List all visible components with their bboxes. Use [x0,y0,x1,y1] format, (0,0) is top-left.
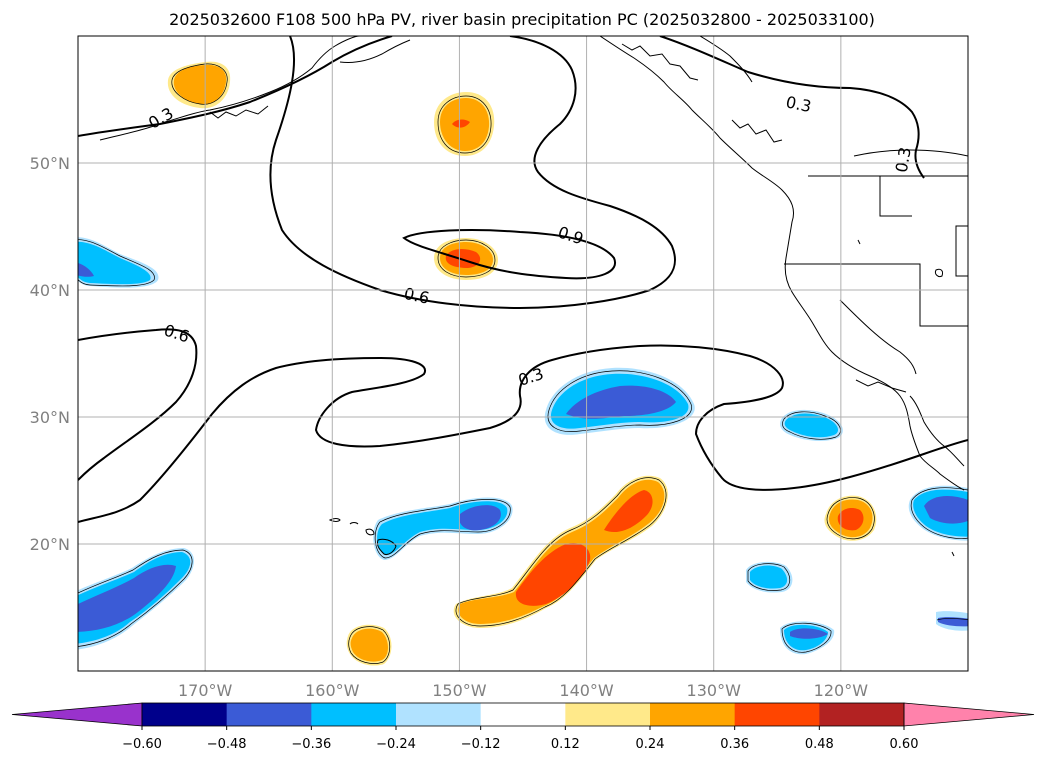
precip-blob [434,238,498,280]
lon-tick-label: 150°W [432,681,487,700]
lon-tick-label: 160°W [305,681,360,700]
map-area: 0.3 0.3 0.3 0.3 0.6 0.6 0.9 [78,36,968,671]
colorbar-segment [396,703,482,726]
precip-blob [936,611,968,631]
precip-blob [167,61,231,109]
colorbar-tick-label: 0.48 [805,737,834,752]
colorbar-tick-label: −0.24 [376,737,416,752]
map-background [78,36,968,671]
colorbar-extend-low [11,702,143,727]
longitude-labels: 170°W 160°W 150°W 140°W 130°W 120°W [178,681,868,700]
contour-label: 0.3 [784,92,813,116]
lat-tick-label: 30°N [30,408,70,427]
precip-blob [453,475,668,628]
lon-tick-label: 170°W [178,681,233,700]
colorbar-tick-label: 0.36 [720,737,749,752]
precip-blob [346,624,392,666]
colorbar-segment [565,703,651,726]
lon-tick-label: 140°W [559,681,614,700]
colorbar-segment [650,703,736,726]
islands [328,239,955,557]
map-frame [77,35,969,672]
precip-blob [824,495,877,541]
precip-blob [908,485,968,541]
precip-shading [78,61,968,666]
colorbar-segment [311,703,397,726]
colorbar-frame [141,702,905,727]
lat-tick-label: 20°N [30,535,70,554]
precip-blob [746,561,793,593]
colorbar-tick-label: −0.60 [122,737,162,752]
precip-blob [780,409,843,441]
chart-title: 2025032600 F108 500 hPa PV, river basin … [169,10,875,29]
lon-tick-label: 130°W [687,681,742,700]
colorbar-segment [480,703,566,726]
colorbar-segment [734,703,820,726]
lat-tick-label: 50°N [30,154,70,173]
lon-tick-label: 120°W [814,681,869,700]
precip-blob [78,548,194,650]
precip-blob [544,367,695,435]
contour-label: 0.3 [892,146,915,174]
precip-blob [434,92,495,156]
colorbar-segment [142,703,228,726]
colorbar-tick-label: 0.24 [636,737,665,752]
colorbar-tick-label: −0.12 [461,737,501,752]
precip-outlines [78,63,968,664]
colorbar-segment [226,703,312,726]
precip-blob [78,237,159,288]
latitude-labels: 20°N 30°N 40°N 50°N [30,154,70,554]
colorbar-tick-label: −0.48 [207,737,247,752]
colorbar-tick-label: 0.12 [551,737,580,752]
colorbar-tick-label: 0.60 [890,737,919,752]
colorbar-tick-label: −0.36 [291,737,331,752]
colorbar: −0.60 −0.48 −0.36 −0.24 −0.12 0.12 0.24 0.36 0.4… [11,702,1035,752]
lat-tick-label: 40°N [30,281,70,300]
gridlines [78,36,968,671]
colorbar-extend-high [903,702,1035,727]
colorbar-segment [819,703,905,726]
